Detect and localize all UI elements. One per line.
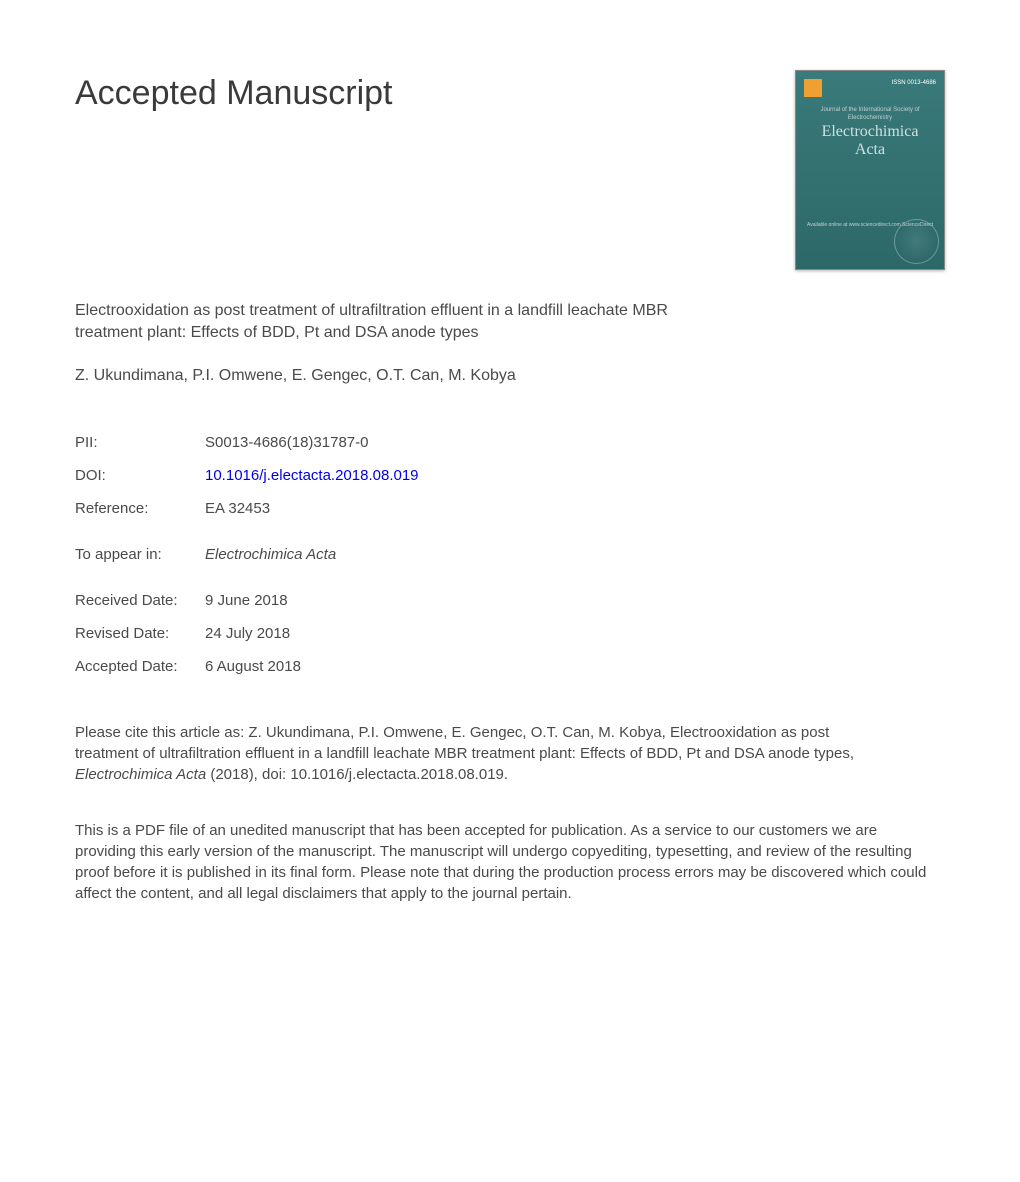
cover-journal-line1: Electrochimica [822,123,919,140]
citation-suffix: (2018), doi: 10.1016/j.electacta.2018.08… [206,766,508,783]
journal-cover-thumbnail: ISSN 0013-4686 Journal of the Internatio… [795,70,945,270]
received-date-value: 9 June 2018 [205,590,288,611]
doi-link[interactable]: 10.1016/j.electacta.2018.08.019 [205,465,419,486]
reference-row: Reference: EA 32453 [75,498,945,519]
disclaimer-text: This is a PDF file of an unedited manusc… [75,820,935,904]
revised-date-value: 24 July 2018 [205,623,290,644]
cover-issn: ISSN 0013-4686 [892,79,936,87]
appear-in-value: Electrochimica Acta [205,544,336,565]
accepted-date-row: Accepted Date: 6 August 2018 [75,656,945,677]
doi-label: DOI: [75,465,205,486]
pii-label: PII: [75,432,205,453]
citation-block: Please cite this article as: Z. Ukundima… [75,722,895,785]
citation-journal: Electrochimica Acta [75,766,206,783]
appear-in-label: To appear in: [75,544,205,565]
appear-in-row: To appear in: Electrochimica Acta [75,544,945,565]
pii-value: S0013-4686(18)31787-0 [205,432,368,453]
accepted-date-value: 6 August 2018 [205,656,301,677]
reference-label: Reference: [75,498,205,519]
page-heading: Accepted Manuscript [75,70,393,118]
received-date-row: Received Date: 9 June 2018 [75,590,945,611]
accepted-date-label: Accepted Date: [75,656,205,677]
reference-value: EA 32453 [205,498,270,519]
revised-date-label: Revised Date: [75,623,205,644]
cover-subtitle: Journal of the International Society of … [804,106,936,123]
received-date-label: Received Date: [75,590,205,611]
publisher-logo-icon [804,79,822,97]
globe-icon [894,219,939,264]
cover-journal-line2: Acta [855,141,885,158]
header-row: Accepted Manuscript ISSN 0013-4686 Journ… [75,70,945,270]
metadata-table: PII: S0013-4686(18)31787-0 DOI: 10.1016/… [75,432,945,519]
article-authors: Z. Ukundimana, P.I. Omwene, E. Gengec, O… [75,365,945,387]
article-title: Electrooxidation as post treatment of ul… [75,300,725,345]
pii-row: PII: S0013-4686(18)31787-0 [75,432,945,453]
revised-date-row: Revised Date: 24 July 2018 [75,623,945,644]
dates-block: Received Date: 9 June 2018 Revised Date:… [75,590,945,677]
cover-journal-title: Electrochimica Acta [804,123,936,158]
citation-prefix: Please cite this article as: Z. Ukundima… [75,724,854,762]
doi-row: DOI: 10.1016/j.electacta.2018.08.019 [75,465,945,486]
